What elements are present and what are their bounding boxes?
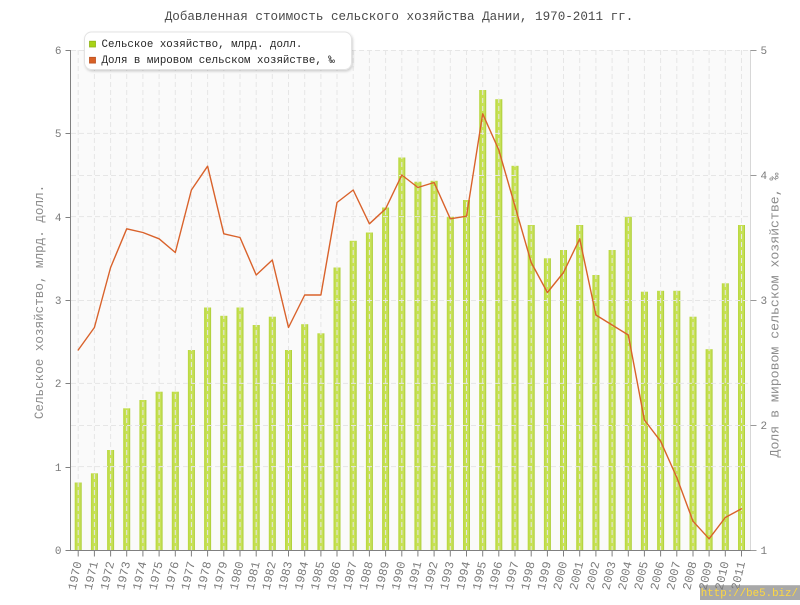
svg-text:2001: 2001 [567,560,587,591]
svg-text:1997: 1997 [502,560,522,591]
svg-text:2004: 2004 [616,560,636,591]
svg-text:3: 3 [761,296,768,308]
svg-text:1982: 1982 [260,560,280,591]
svg-text:1983: 1983 [276,560,296,591]
svg-text:1995: 1995 [470,560,490,591]
svg-text:1989: 1989 [373,560,393,591]
svg-text:1: 1 [55,463,62,475]
svg-text:2: 2 [55,379,62,391]
svg-text:1994: 1994 [454,560,474,591]
svg-text:1978: 1978 [195,560,215,591]
svg-text:2002: 2002 [583,560,603,591]
svg-text:1977: 1977 [179,560,199,591]
svg-text:1986: 1986 [324,560,344,591]
svg-text:2005: 2005 [632,560,652,591]
svg-text:1: 1 [761,546,768,558]
svg-text:1981: 1981 [244,560,264,591]
svg-text:Доля в мировом сельском хозяйс: Доля в мировом сельском хозяйстве, ‰ [767,172,782,457]
svg-text:5: 5 [761,46,768,58]
svg-text:Сельское хозяйство, млрд. долл: Сельское хозяйство, млрд. долл. [33,185,47,419]
svg-text:1999: 1999 [535,560,555,591]
svg-text:Доля в мировом сельском хозяйс: Доля в мировом сельском хозяйстве, ‰ [102,55,336,67]
svg-text:1972: 1972 [98,560,118,591]
svg-text:http://be5.biz/: http://be5.biz/ [701,588,798,600]
svg-text:2008: 2008 [680,560,700,591]
svg-text:2000: 2000 [551,560,571,591]
svg-text:1984: 1984 [292,560,312,591]
svg-text:2009: 2009 [696,560,716,591]
svg-text:2003: 2003 [599,560,619,591]
svg-text:1987: 1987 [341,560,361,591]
svg-text:Сельское хозяйство, млрд. долл: Сельское хозяйство, млрд. долл. [102,39,303,51]
svg-text:2: 2 [761,421,768,433]
svg-text:0: 0 [55,546,62,558]
svg-text:2007: 2007 [664,560,684,591]
svg-text:1973: 1973 [114,560,134,591]
svg-text:5: 5 [55,129,62,141]
svg-text:1988: 1988 [357,560,377,591]
svg-text:1992: 1992 [421,560,441,591]
svg-text:1990: 1990 [389,560,409,591]
svg-text:1991: 1991 [405,560,425,591]
svg-text:Добавленная стоимость сельског: Добавленная стоимость сельского хозяйств… [165,10,634,24]
svg-text:1976: 1976 [163,560,183,591]
svg-text:1996: 1996 [486,560,506,591]
svg-text:2010: 2010 [713,560,733,591]
svg-text:1985: 1985 [308,560,328,591]
svg-text:2011: 2011 [729,560,749,591]
svg-text:1980: 1980 [227,560,247,591]
svg-text:1975: 1975 [146,560,166,591]
svg-text:6: 6 [55,46,62,58]
svg-text:2006: 2006 [648,560,668,591]
svg-text:1998: 1998 [519,560,539,591]
svg-text:1971: 1971 [82,560,102,591]
svg-text:1979: 1979 [211,560,231,591]
svg-text:1974: 1974 [130,560,150,591]
svg-text:4: 4 [761,171,768,183]
svg-text:3: 3 [55,296,62,308]
svg-text:4: 4 [55,213,62,225]
svg-text:1970: 1970 [66,560,86,591]
svg-text:1993: 1993 [438,560,458,591]
